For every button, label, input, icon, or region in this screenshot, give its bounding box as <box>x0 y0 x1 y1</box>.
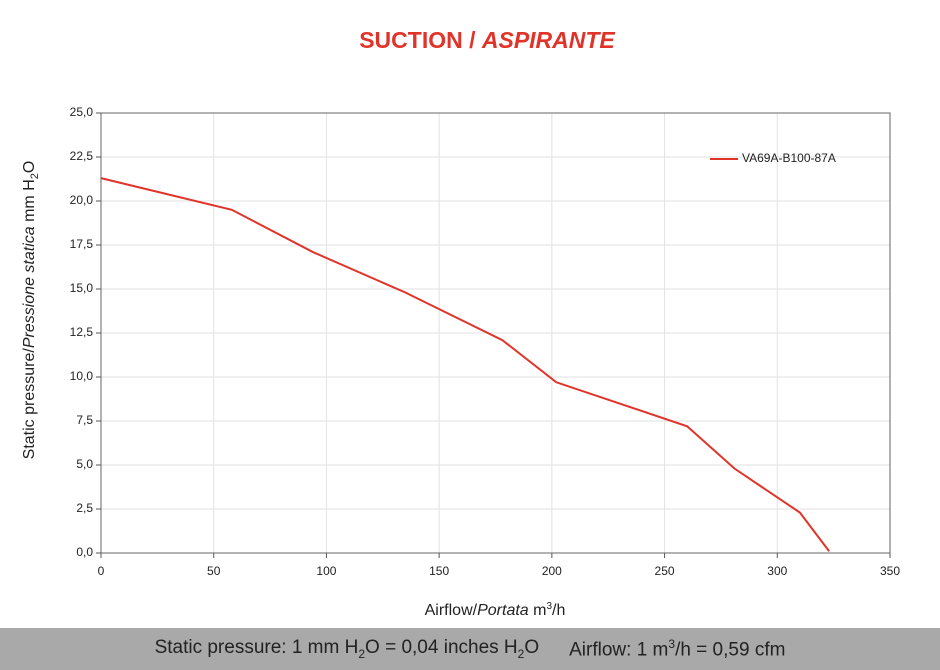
y-label-sep: / <box>21 348 38 353</box>
y-tick-label: 2,5 <box>76 501 93 515</box>
legend-label: VA69A-B100-87A <box>742 151 836 165</box>
title-main: SUCTION / <box>359 27 476 53</box>
footer-sub: 2 <box>358 646 366 661</box>
x-tick-label: 300 <box>767 564 787 578</box>
footer-pressure: Static pressure: 1 mm H2O = 0,04 inches … <box>155 637 540 661</box>
y-tick-label: 25,0 <box>70 105 94 119</box>
y-tick-label: 12,5 <box>70 325 94 339</box>
footer-text: Airflow: 1 m <box>569 639 669 661</box>
x-label-main: Airflow <box>425 602 473 619</box>
x-label-sep: / <box>473 602 478 619</box>
x-tick-label: 50 <box>207 564 221 578</box>
footer-airflow: Airflow: 1 m3/h = 0,59 cfm <box>569 637 785 661</box>
footer-sub: 2 <box>517 646 525 661</box>
y-label-end: O <box>21 161 38 173</box>
x-tick-label: 0 <box>98 564 105 578</box>
x-tick-label: 250 <box>655 564 675 578</box>
y-tick-label: 5,0 <box>76 457 93 471</box>
chart: SUCTION / ASPIRANTE Static pressure/Pres… <box>21 27 900 619</box>
chart-title: SUCTION / ASPIRANTE <box>359 27 615 53</box>
x-label-italic: Portata <box>477 602 529 619</box>
plot-frame <box>100 112 891 554</box>
y-tick-label: 15,0 <box>70 281 94 295</box>
y-label-sub: 2 <box>29 173 41 179</box>
footer-text: O <box>524 637 540 659</box>
y-label-unit: mm H <box>21 179 38 222</box>
footer-text: /h = 0,59 cfm <box>675 639 786 661</box>
y-tick-label: 20,0 <box>70 193 94 207</box>
y-tick-label: 22,5 <box>70 149 94 163</box>
footer-text: O = 0,04 inches H <box>365 637 518 659</box>
title-italic: ASPIRANTE <box>481 27 616 53</box>
series-line <box>100 177 830 552</box>
x-tick-label: 150 <box>429 564 449 578</box>
footer: Static pressure: 1 mm H2O = 0,04 inches … <box>0 628 940 670</box>
y-label-main: Static pressure <box>21 353 38 460</box>
x-label-unit: m <box>533 602 546 619</box>
x-tick-label: 350 <box>880 564 900 578</box>
x-tick-label: 100 <box>316 564 336 578</box>
footer-text: Static pressure: 1 mm H <box>154 637 359 659</box>
y-tick-label: 10,0 <box>70 369 94 383</box>
x-tick-label: 200 <box>542 564 562 578</box>
y-tick-label: 7,5 <box>76 413 93 427</box>
y-tick-label: 0,0 <box>76 545 93 559</box>
x-label-sup: 3 <box>546 601 552 612</box>
y-axis-label: Static pressure/Pressione statica mm H2O <box>21 161 41 460</box>
x-label-end: /h <box>552 602 565 619</box>
footer-sup: 3 <box>668 636 676 651</box>
y-label-italic: Pressione statica <box>21 226 38 348</box>
y-tick-label: 17,5 <box>70 237 94 251</box>
x-axis-label: Airflow/Portata m3/h <box>425 601 566 619</box>
